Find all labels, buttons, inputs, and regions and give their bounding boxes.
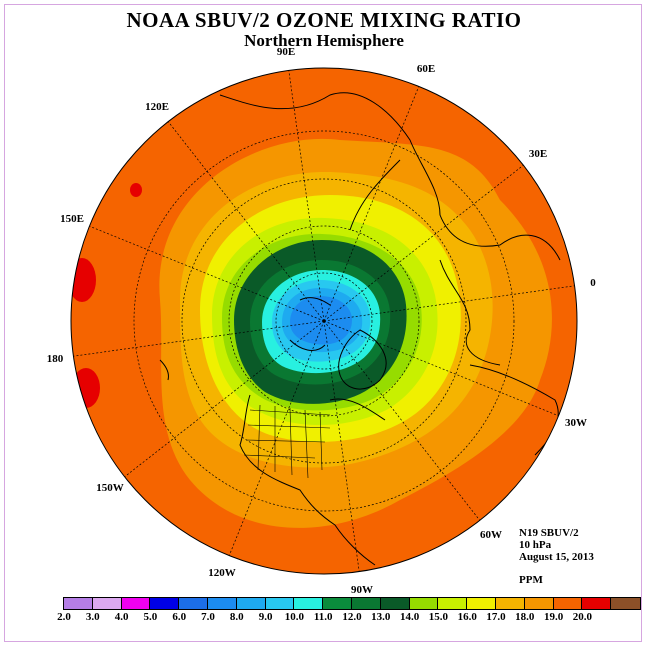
longitude-label: 120E — [145, 101, 169, 113]
colorbar-tick-label: 3.0 — [85, 611, 100, 623]
colorbar-tick-label: 19.0 — [543, 611, 564, 623]
colorbar-swatch — [207, 598, 237, 609]
colorbar-tick-label: 16.0 — [457, 611, 477, 623]
colorbar-swatch — [179, 598, 208, 609]
colorbar-tick-label: 7.0 — [201, 611, 215, 623]
colorbar-swatch — [64, 598, 93, 609]
us-state-grid — [243, 404, 331, 479]
colorbar-tick-label: 8.0 — [229, 611, 244, 623]
colorbar-swatch — [294, 598, 324, 609]
pressure-label: 10 hPa — [519, 539, 552, 551]
longitude-label: 60W — [480, 529, 502, 541]
longitude-label: 180 — [46, 353, 64, 365]
colorbar-swatch — [150, 598, 180, 609]
colorbar-swatch — [92, 598, 122, 609]
colorbar-tick-label: 2.0 — [57, 611, 71, 623]
colorbar-tick-label: 9.0 — [258, 611, 273, 623]
longitude-label: 0 — [590, 277, 596, 289]
coastline-north-america — [239, 394, 386, 566]
coastline-eurasia — [219, 92, 561, 366]
colorbar-swatch — [495, 598, 525, 609]
satellite-label: N19 SBUV/2 — [519, 527, 579, 539]
longitude-label: 90E — [276, 46, 296, 58]
band-6 — [290, 296, 352, 345]
map-title: NOAA SBUV/2 OZONE MIXING RATIO — [126, 8, 522, 32]
colorbar-swatch — [438, 598, 468, 609]
colorbar-tick-label: 10.0 — [284, 611, 305, 623]
colorbar-tick-label: 18.0 — [515, 611, 535, 623]
longitude-label: 30E — [528, 148, 548, 160]
colorbar-swatch — [380, 598, 410, 609]
info-block: N19 SBUV/2 10 hPa August 15, 2013 — [519, 527, 594, 563]
figure-border — [4, 4, 642, 642]
colorbar-swatch — [553, 598, 583, 609]
map-subtitle: Northern Hemisphere — [244, 31, 404, 50]
units-label: PPM — [519, 574, 543, 586]
colorbar-swatch — [236, 598, 266, 609]
date-label: August 15, 2013 — [519, 551, 594, 563]
latitude-circles — [133, 130, 515, 512]
colorbar-swatch — [611, 598, 640, 609]
longitude-label: 60E — [416, 63, 436, 75]
colorbar — [63, 597, 641, 610]
longitude-label: 120W — [208, 567, 236, 579]
colorbar-swatch — [323, 598, 352, 609]
pacific-max-150e — [130, 183, 142, 197]
colorbar-tick-label: 4.0 — [114, 611, 129, 623]
longitude-label: 150W — [96, 482, 124, 494]
colorbar-swatch — [409, 598, 439, 609]
colorbar-swatch — [582, 598, 612, 609]
colorbar-tick-label: 14.0 — [399, 611, 420, 623]
coastline-arctic-islands — [159, 297, 331, 381]
longitude-label: 30W — [565, 417, 587, 429]
colorbar-tick-label: 12.0 — [342, 611, 362, 623]
colorbar-tick-label: 13.0 — [371, 611, 391, 623]
colorbar-tick-label: 6.0 — [172, 611, 187, 623]
globe-outline — [70, 67, 578, 575]
colorbar-tick-label: 20.0 — [572, 611, 593, 623]
colorbar-swatch — [265, 598, 295, 609]
colorbar-tick-label: 5.0 — [143, 611, 158, 623]
colorbar-swatch — [121, 598, 151, 609]
colorbar-swatch — [467, 598, 496, 609]
coastline-greenland — [338, 329, 387, 390]
colorbar-swatch — [351, 598, 381, 609]
colorbar-tick-label: 11.0 — [313, 611, 333, 623]
colorbar-tick-label: 17.0 — [486, 611, 506, 623]
longitude-label: 90W — [351, 584, 373, 596]
colorbar-tick-label: 15.0 — [428, 611, 449, 623]
colorbar-swatch — [524, 598, 554, 609]
longitude-label: 150E — [60, 213, 84, 225]
